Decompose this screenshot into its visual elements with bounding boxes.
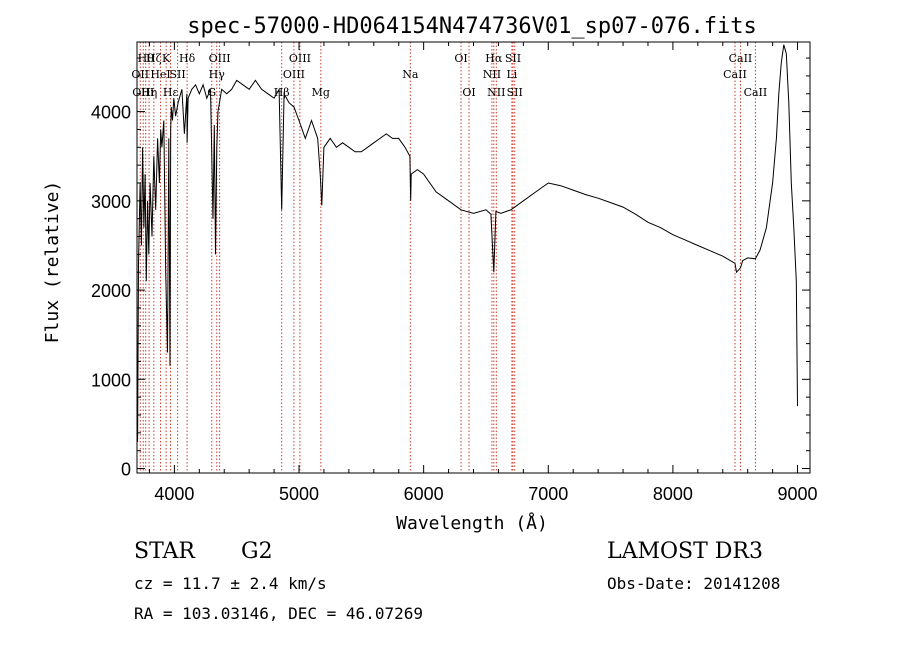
line-marker-label: Hζ	[146, 52, 162, 65]
plot-frame	[136, 41, 811, 474]
x-tick-label: 8000	[653, 484, 693, 504]
line-marker-label: OI	[454, 52, 467, 65]
line-marker-label: Hη	[141, 86, 157, 99]
chart-title: spec-57000-HD064154N474736V01_sp07-076.f…	[187, 14, 757, 39]
x-tick-label: 7000	[528, 484, 568, 504]
y-axis-ticks: 0 1000 2000 3000 4000	[91, 57, 810, 480]
line-marker-label: Hδ	[179, 52, 196, 65]
line-marker-label: Mg	[312, 86, 330, 99]
y-tick-label: 4000	[91, 103, 131, 123]
line-marker-label: CaII	[723, 68, 747, 81]
line-marker-label: OII	[131, 68, 149, 81]
spectrum-line	[136, 44, 798, 442]
line-marker-labels: OII OIII Hθ Hη Hζ HeI K Hε SII Hδ G Hγ OIII Hβ OIII OII…	[131, 52, 767, 99]
y-tick-label: 2000	[91, 281, 131, 301]
x-tick-label: 6000	[404, 484, 444, 504]
x-tick-label: 5000	[279, 484, 319, 504]
line-marker-label: G	[207, 86, 216, 99]
line-marker-label: NII	[487, 86, 505, 99]
line-marker-label: OI	[462, 86, 475, 99]
x-axis-label: Wavelength (Å)	[396, 512, 548, 534]
coordinates: RA = 103.03146, DEC = 46.07269	[134, 604, 423, 623]
survey-name: LAMOST DR3	[607, 539, 763, 564]
line-marker-label: Li	[506, 68, 517, 81]
y-tick-label: 0	[121, 460, 131, 480]
line-marker-label: Hε	[163, 86, 179, 99]
line-marker-label: OIII	[132, 86, 154, 99]
object-class: STAR	[134, 539, 195, 564]
y-axis-label: Flux (relative)	[42, 181, 63, 344]
line-marker-label: Hγ	[209, 68, 226, 81]
x-axis-ticks: 4000 5000 6000 7000 8000 9000	[148, 42, 818, 504]
x-tick-label: 4000	[154, 484, 194, 504]
observation-date: Obs-Date: 20141208	[607, 574, 781, 593]
line-marker-label: SII	[505, 52, 521, 65]
line-markers	[139, 42, 756, 473]
line-marker-label: OIII	[209, 52, 231, 65]
redshift-value: cz = 11.7 ± 2.4 km/s	[134, 574, 327, 593]
line-marker-label: Na	[402, 68, 419, 81]
spectral-subclass: G2	[241, 539, 273, 564]
line-marker-label: Hα	[485, 52, 503, 65]
line-marker-label: SII	[507, 86, 523, 99]
line-marker-label: NII	[483, 68, 501, 81]
line-marker-label: HeI	[150, 68, 170, 81]
x-tick-label: 9000	[778, 484, 818, 504]
line-marker-label: Hθ	[138, 52, 155, 65]
line-marker-label: K	[162, 52, 171, 65]
line-marker-label: SII	[170, 68, 186, 81]
line-marker-label: OIII	[289, 52, 311, 65]
y-tick-label: 1000	[91, 370, 131, 390]
line-marker-label: CaII	[744, 86, 768, 99]
y-tick-label: 3000	[91, 192, 131, 212]
line-marker-label: Hβ	[274, 86, 290, 99]
line-marker-label: OIII	[283, 68, 305, 81]
line-marker-label: CaII	[729, 52, 753, 65]
